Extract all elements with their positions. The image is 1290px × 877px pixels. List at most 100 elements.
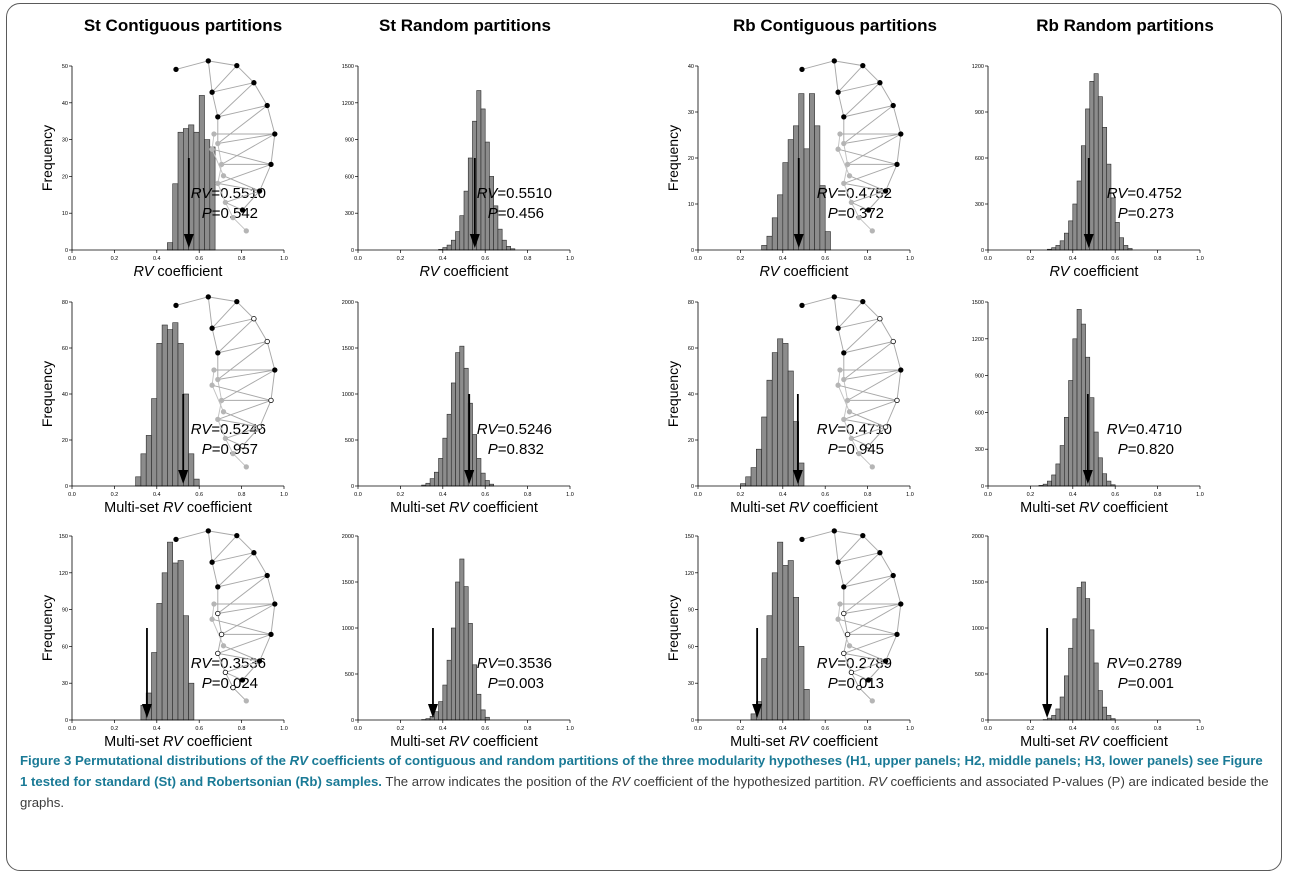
histogram-bar xyxy=(1059,445,1065,487)
x-tick-label: 0.4 xyxy=(779,726,787,732)
histogram-panel: 0.0 0.2 0.4 0.6 0.8 1.0 0 10 20 30 40 50 Frequency RV… xyxy=(39,58,288,280)
x-tick-label: 0.4 xyxy=(153,492,161,498)
y-tick-label: 90 xyxy=(688,608,694,614)
y-tick-label: 300 xyxy=(975,202,984,208)
x-axis-label: Multi-set RV coefficient xyxy=(390,734,538,750)
histogram-bar xyxy=(1110,197,1116,251)
histogram-bar xyxy=(480,709,486,721)
histogram-bar xyxy=(750,467,757,487)
histogram-bar xyxy=(480,108,486,251)
x-tick-label: 0.8 xyxy=(1154,726,1162,732)
histogram-panel: 0.0 0.2 0.4 0.6 0.8 1.0 0 500 1000 1500 2000 Multi-… xyxy=(972,534,1204,750)
hypothesis-arrow xyxy=(1082,394,1093,484)
y-tick-label: 30 xyxy=(688,110,694,116)
histogram-bar xyxy=(1047,480,1052,487)
histogram-bar xyxy=(484,480,490,487)
y-tick-label: 300 xyxy=(345,211,354,217)
histogram-bar xyxy=(1119,237,1124,251)
histogram-bar xyxy=(177,131,184,251)
y-tick-label: 1500 xyxy=(972,300,984,306)
x-tick-label: 0.2 xyxy=(111,492,119,498)
x-tick-label: 1.0 xyxy=(906,492,914,498)
x-tick-label: 0.2 xyxy=(737,492,745,498)
y-tick-label: 300 xyxy=(975,447,984,453)
histogram-panel: 0.0 0.2 0.4 0.6 0.8 1.0 0 10 20 30 40 Frequency RV c… xyxy=(665,58,914,280)
y-tick-label: 0 xyxy=(691,248,694,254)
histogram-bar xyxy=(183,128,189,251)
hypothesis-arrow xyxy=(427,628,438,718)
histogram-bar xyxy=(787,370,794,487)
histogram-bar xyxy=(156,603,163,721)
histogram-bar xyxy=(188,682,195,721)
x-axis-label: Multi-set RV coefficient xyxy=(730,500,878,516)
landmark-configuration-inset xyxy=(799,528,904,704)
x-axis-label: RV coefficient xyxy=(760,264,849,280)
histogram-bar xyxy=(198,95,205,251)
y-tick-label: 600 xyxy=(345,174,354,180)
histogram-bar xyxy=(188,453,195,487)
histogram-bar xyxy=(1051,474,1057,487)
p-value-label: P=0.001 xyxy=(1118,675,1174,692)
y-tick-label: 500 xyxy=(975,672,984,678)
histogram-bar xyxy=(1102,706,1108,721)
y-tick-label: 20 xyxy=(62,174,68,180)
y-axis-label: Frequency xyxy=(665,361,681,427)
histogram-bar xyxy=(476,458,482,487)
rv-value-label: RV=0.5246 xyxy=(191,421,266,438)
histogram-bar xyxy=(787,139,794,251)
figure-caption: Figure 3 Permutational distributions of … xyxy=(20,750,1270,813)
histogram-bar xyxy=(446,659,452,721)
y-tick-label: 30 xyxy=(688,681,694,687)
histogram-bar xyxy=(455,352,461,487)
histogram-bar xyxy=(156,343,163,487)
y-tick-label: 2000 xyxy=(342,534,354,540)
x-tick-label: 0.8 xyxy=(864,492,872,498)
histogram-bar xyxy=(167,329,173,487)
x-tick-label: 0.6 xyxy=(481,256,489,262)
histogram-bar xyxy=(1097,690,1103,721)
rv-value-label: RV=0.4710 xyxy=(1107,421,1182,438)
x-tick-label: 0.4 xyxy=(153,256,161,262)
y-tick-label: 1200 xyxy=(342,101,354,107)
histogram-bar xyxy=(497,228,503,251)
histogram-bar xyxy=(787,560,794,721)
histogram-bar xyxy=(824,231,831,251)
y-tick-label: 0 xyxy=(65,484,68,490)
histogram-bar xyxy=(1076,309,1082,487)
histogram-panel: 0.0 0.2 0.4 0.6 0.8 1.0 0 500 1000 1500 2000 Multi-… xyxy=(342,300,574,516)
x-tick-label: 1.0 xyxy=(566,726,574,732)
rv-value-label: RV=0.4710 xyxy=(817,421,892,438)
histogram-bar xyxy=(438,701,444,721)
histogram-bar xyxy=(761,245,768,251)
rv-value-label: RV=0.4752 xyxy=(1107,185,1182,202)
x-axis-label: Multi-set RV coefficient xyxy=(104,500,252,516)
x-tick-label: 0.8 xyxy=(238,726,246,732)
column-title-rb-random: Rb Random partitions xyxy=(1036,16,1214,35)
histogram-bar xyxy=(450,382,456,487)
histogram-bar xyxy=(777,541,784,721)
histogram-bar xyxy=(793,597,799,721)
x-tick-label: 1.0 xyxy=(906,726,914,732)
x-tick-label: 1.0 xyxy=(280,726,288,732)
p-value-label: P=0.003 xyxy=(488,675,544,692)
p-value-label: P=0.820 xyxy=(1118,441,1174,458)
caption-title: Permutational distributions of the RV co… xyxy=(20,753,1263,789)
y-tick-label: 0 xyxy=(981,718,984,724)
histogram-bar xyxy=(140,453,147,487)
x-axis-label: RV coefficient xyxy=(420,264,509,280)
hypothesis-arrow xyxy=(183,158,194,248)
histogram-bar xyxy=(803,689,810,721)
histogram-bar xyxy=(455,231,461,251)
y-tick-label: 600 xyxy=(975,156,984,162)
p-value-label: P=0.945 xyxy=(828,441,884,458)
histogram-bar xyxy=(1106,715,1112,721)
histogram-bar xyxy=(809,93,815,251)
histogram-bar xyxy=(1089,81,1095,251)
histogram-bar xyxy=(172,562,179,721)
x-tick-label: 0.6 xyxy=(821,726,829,732)
histogram-bar xyxy=(506,246,511,251)
x-axis-label: RV coefficient xyxy=(1050,264,1139,280)
x-tick-label: 0.0 xyxy=(68,726,76,732)
y-axis-label: Frequency xyxy=(39,125,55,191)
y-tick-label: 10 xyxy=(688,202,694,208)
